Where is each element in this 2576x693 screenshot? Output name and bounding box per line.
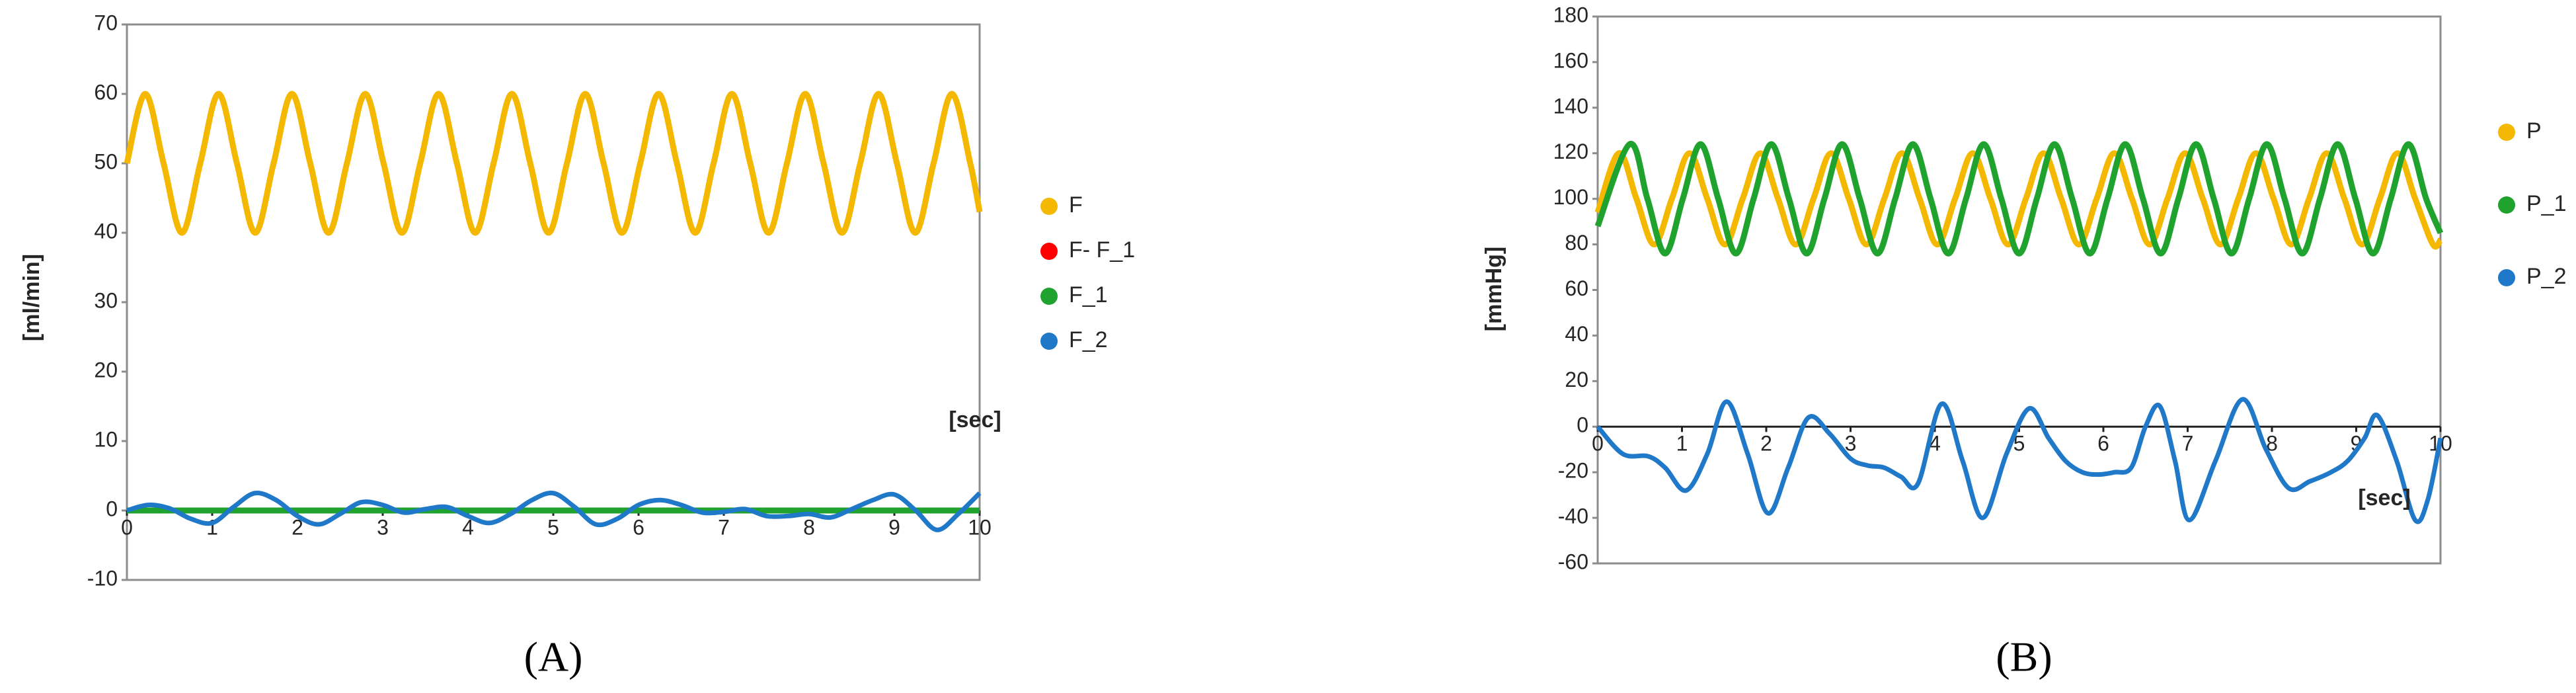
y-tick-label: 70 — [94, 11, 118, 34]
y-axis-title: [ml/min] — [19, 254, 44, 341]
x-tick-label: 10 — [968, 515, 992, 539]
legend-marker — [1040, 243, 1058, 260]
y-tick-label: 40 — [94, 219, 118, 243]
x-axis-title: [sec] — [949, 407, 1001, 432]
series-line — [124, 91, 983, 236]
legend-label: F — [1069, 192, 1083, 218]
x-tick-label: 2 — [1760, 432, 1772, 456]
legend-marker — [1040, 198, 1058, 215]
x-axis-title: [sec] — [2358, 485, 2410, 510]
plot-frame — [126, 23, 981, 581]
legend-marker — [2498, 124, 2515, 141]
legend-marker — [1040, 333, 1058, 350]
legend-label: P — [2526, 118, 2542, 143]
panel-caption: (B) — [1996, 633, 2052, 680]
panel-caption: (A) — [524, 633, 583, 680]
y-tick-label: 120 — [1553, 140, 1588, 163]
x-tick-label: 3 — [1845, 432, 1857, 456]
legend-label: F_2 — [1069, 327, 1108, 352]
x-tick-label: 7 — [718, 515, 730, 539]
y-tick-label: -20 — [1558, 459, 1588, 483]
y-tick-label: 20 — [1565, 368, 1588, 391]
series-line — [1594, 141, 2444, 257]
y-tick-label: 160 — [1553, 48, 1588, 72]
y-tick-label: -40 — [1558, 505, 1588, 528]
x-tick-label: 4 — [462, 515, 474, 539]
y-tick-label: 80 — [1565, 231, 1588, 255]
y-tick-label: 100 — [1553, 185, 1588, 209]
y-tick-label: 0 — [1577, 413, 1588, 437]
x-tick-label: 7 — [2182, 432, 2194, 456]
y-tick-label: 180 — [1553, 3, 1588, 26]
legend-label: P_1 — [2526, 191, 2567, 216]
y-axis-title: [mmHg] — [1481, 247, 1506, 331]
x-tick-label: 3 — [377, 515, 389, 539]
y-tick-label: 60 — [94, 80, 118, 104]
x-tick-label: 5 — [547, 515, 559, 539]
x-tick-label: 1 — [1676, 432, 1688, 456]
y-tick-label: 60 — [1565, 276, 1588, 300]
x-tick-label: 0 — [1592, 432, 1604, 456]
x-tick-label: 9 — [888, 515, 900, 539]
legend-marker — [2498, 196, 2515, 214]
y-tick-label: 20 — [94, 358, 118, 382]
legend-label: F- F_1 — [1069, 237, 1135, 263]
y-tick-label: 50 — [94, 149, 118, 173]
y-tick-label: 40 — [1565, 322, 1588, 346]
x-tick-label: 6 — [633, 515, 644, 539]
legend-label: F_1 — [1069, 282, 1108, 307]
series-line — [126, 490, 982, 532]
series-line — [1594, 150, 2443, 250]
y-tick-label: 30 — [94, 288, 118, 312]
series-line — [1596, 397, 2443, 524]
y-tick-label: 10 — [94, 427, 118, 451]
x-tick-label: 6 — [2097, 432, 2109, 456]
legend-marker — [2498, 269, 2515, 286]
x-tick-label: 8 — [2266, 432, 2278, 456]
x-tick-label: 5 — [2013, 432, 2025, 456]
x-tick-label: 8 — [803, 515, 815, 539]
y-tick-label: 140 — [1553, 94, 1588, 118]
x-tick-label: 2 — [292, 515, 303, 539]
legend-label: P_2 — [2526, 264, 2567, 289]
y-tick-label: 0 — [106, 497, 118, 520]
legend-marker — [1040, 288, 1058, 305]
y-tick-label: -60 — [1558, 550, 1588, 573]
x-tick-label: 0 — [121, 515, 133, 539]
y-tick-label: -10 — [87, 566, 118, 590]
